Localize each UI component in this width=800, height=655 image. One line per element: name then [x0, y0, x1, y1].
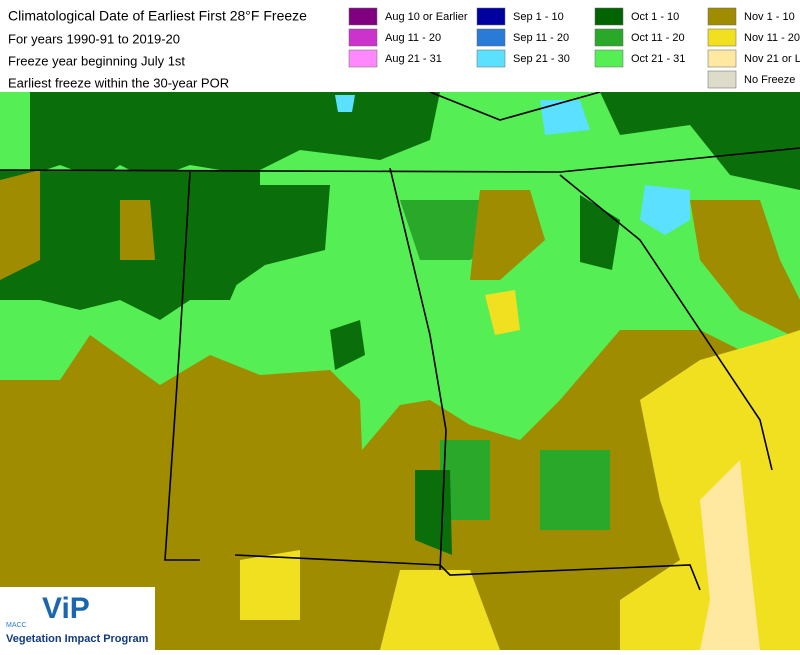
- legend-label: Aug 11 - 20: [385, 32, 441, 44]
- subtitle: Freeze year beginning July 1st: [8, 53, 185, 68]
- header-background: [0, 0, 800, 92]
- legend: Aug 10 or Earlier Aug 11 - 20 Aug 21 - 31 S…: [348, 7, 800, 89]
- legend-swatch: [476, 7, 506, 26]
- legend-label: Sep 21 - 30: [513, 53, 570, 65]
- legend-swatch: [348, 49, 378, 68]
- legend-label: Aug 21 - 31: [385, 53, 442, 65]
- legend-label: Oct 1 - 10: [631, 11, 679, 23]
- logo-name: Vegetation Impact Program: [6, 633, 149, 645]
- legend-label: Oct 21 - 31: [631, 53, 685, 65]
- subtitle: For years 1990-91 to 2019-20: [8, 31, 180, 46]
- legend-swatch: [594, 49, 624, 68]
- legend-swatch: [707, 28, 737, 47]
- legend-label: Nov 1 - 10: [744, 11, 795, 23]
- legend-label: Aug 10 or Earlier: [385, 11, 468, 23]
- legend-swatch: [348, 28, 378, 47]
- legend-swatch: [476, 49, 506, 68]
- logo-mark: ViP: [42, 592, 90, 625]
- logo-org: MACC: [6, 622, 27, 629]
- legend-label: Nov 11 - 20: [744, 32, 800, 44]
- subtitle: Earliest freeze within the 30-year POR: [8, 75, 229, 90]
- legend-label: Sep 11 - 20: [513, 32, 569, 44]
- legend-label: Oct 11 - 20: [631, 32, 685, 44]
- logo: MACC ViP Vegetation Impact Program: [0, 587, 155, 650]
- legend-swatch: [594, 7, 624, 26]
- legend-swatch: [594, 28, 624, 47]
- legend-swatch: [707, 49, 737, 68]
- legend-swatch: [348, 7, 378, 26]
- legend-swatch: [707, 70, 737, 89]
- legend-label: No Freeze: [744, 74, 795, 86]
- legend-label: Sep 1 - 10: [513, 11, 564, 23]
- map: [0, 91, 800, 650]
- legend-swatch: [476, 28, 506, 47]
- legend-label: Nov 21 or Later: [744, 53, 800, 65]
- legend-swatch: [707, 7, 737, 26]
- header: Climatological Date of Earliest First 28…: [8, 8, 307, 91]
- title: Climatological Date of Earliest First 28…: [8, 8, 307, 24]
